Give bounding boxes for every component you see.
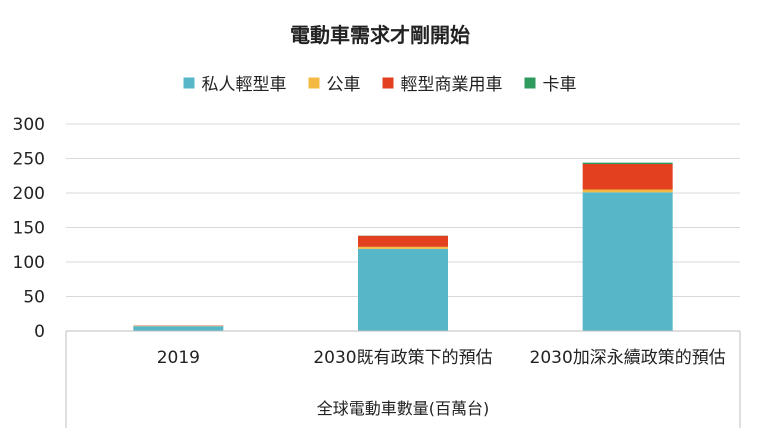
- x-tick-label: 2019: [157, 348, 200, 368]
- legend-label: 私人輕型車: [202, 75, 287, 95]
- legend-label: 公車: [327, 75, 361, 95]
- bar-segment: [358, 248, 448, 331]
- legend-swatch: [183, 77, 195, 89]
- y-tick-label: 300: [13, 115, 45, 135]
- y-tick-label: 150: [13, 219, 45, 239]
- bar-segment: [358, 235, 448, 247]
- bar-segment: [582, 192, 673, 331]
- legend-label: 輕型商業用車: [401, 75, 503, 95]
- y-tick-label: 250: [13, 150, 45, 170]
- legend-swatch: [308, 77, 320, 89]
- x-axis-title: 全球電動車數量(百萬台): [317, 399, 490, 418]
- y-tick-label: 200: [13, 184, 45, 204]
- legend-item: 卡車: [524, 75, 577, 95]
- bar-segment: [358, 246, 448, 249]
- legend-item: 公車: [308, 75, 361, 95]
- bar-segment: [133, 326, 224, 331]
- y-tick-label: 50: [23, 288, 45, 308]
- bar-segment: [582, 164, 673, 190]
- bar-segment: [582, 162, 673, 165]
- chart-title: 電動車需求才剛開始: [290, 23, 470, 47]
- legend-swatch: [524, 77, 536, 89]
- legend: 私人輕型車 公車 輕型商業用車 卡車: [183, 75, 577, 95]
- y-axis-ticks: 0 50 100 150 200 250 300: [13, 115, 45, 342]
- legend-item: 私人輕型車: [183, 75, 287, 95]
- bar-segment: [582, 189, 673, 193]
- legend-swatch: [382, 77, 394, 89]
- y-tick-label: 100: [13, 253, 45, 273]
- legend-label: 卡車: [543, 75, 577, 95]
- x-tick-label: 2030既有政策下的預估: [313, 348, 492, 368]
- x-tick-label: 2030加深永續政策的預估: [530, 348, 726, 368]
- y-tick-label: 0: [34, 322, 45, 342]
- bars: [133, 162, 673, 331]
- legend-item: 輕型商業用車: [382, 75, 503, 95]
- x-axis-categories: 2019 2030既有政策下的預估 2030加深永續政策的預估: [157, 348, 726, 368]
